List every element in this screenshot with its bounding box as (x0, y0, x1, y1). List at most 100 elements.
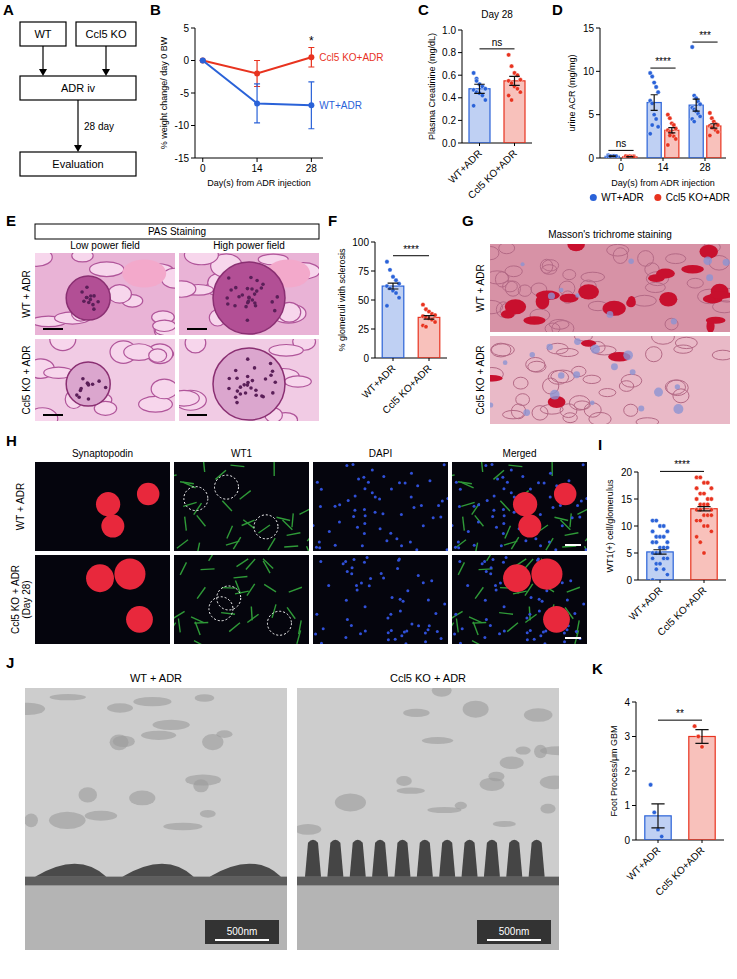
green-signal (487, 555, 494, 561)
y-tick-label: 1.0 (442, 25, 456, 36)
error-bar (474, 84, 485, 93)
nucleus (363, 561, 366, 564)
point (308, 54, 314, 60)
nucleus (399, 610, 402, 613)
organelle (25, 813, 38, 827)
nucleus (85, 296, 89, 300)
nucleus (437, 504, 440, 507)
nucleus (390, 488, 393, 491)
data-point (658, 562, 662, 566)
nucleus (225, 296, 229, 300)
image-background (490, 244, 730, 332)
x-axis-title: Day(s) from ADR injection (207, 178, 311, 188)
nucleus (345, 464, 348, 467)
data-point (665, 545, 669, 549)
nucleus (352, 515, 355, 518)
bracket (393, 255, 429, 256)
nucleus (434, 612, 437, 615)
green-signal (499, 613, 513, 615)
green-signal (236, 559, 248, 567)
tubule (666, 254, 686, 264)
column-head: DAPI (369, 448, 392, 459)
nucleus (452, 524, 454, 527)
x-tick (705, 158, 706, 161)
nucleus (85, 296, 89, 300)
nucleus (485, 618, 488, 621)
foot-process (122, 864, 193, 877)
organelle (195, 694, 215, 702)
fluorescence-image (452, 462, 587, 551)
tubule (687, 278, 703, 288)
y-tick (634, 526, 638, 527)
box-label: Evaluation (52, 158, 103, 170)
nucleus (569, 579, 572, 582)
bar-chart: Day 280.00.20.40.60.81.0Plasma Creatinin… (427, 9, 532, 201)
tubule (673, 389, 689, 403)
cast (706, 317, 726, 324)
nucleus (242, 383, 246, 387)
nucleus (354, 495, 357, 498)
organelle (493, 821, 516, 827)
y-tick (458, 120, 462, 121)
organelle (335, 793, 366, 811)
scale-bar (187, 328, 207, 330)
error-bar (710, 124, 717, 128)
nucleus (233, 304, 237, 308)
y-tick (191, 93, 195, 94)
nucleus (361, 544, 364, 547)
green-signal (177, 540, 188, 548)
tubule (513, 377, 528, 389)
green-signal (458, 482, 472, 484)
nucleus (352, 463, 355, 466)
nucleus (226, 302, 230, 306)
row-label: WT + ADR (15, 483, 26, 530)
tubule (633, 295, 657, 306)
nucleus (417, 574, 420, 577)
x-tick (479, 143, 480, 146)
collagen (675, 384, 680, 389)
cast (628, 296, 636, 306)
nucleus (374, 496, 377, 499)
tubule (556, 348, 578, 356)
data-point (654, 518, 658, 522)
pas-image (35, 339, 175, 421)
column-head: Merged (503, 448, 537, 459)
tubule (490, 247, 499, 260)
nucleus (486, 499, 489, 502)
nucleus (371, 491, 374, 494)
nucleus (344, 560, 347, 563)
nucleus (273, 309, 277, 313)
green-signal (475, 587, 483, 598)
cast (122, 260, 166, 288)
tubule (675, 337, 697, 348)
data-point (648, 132, 652, 136)
y-tick (371, 358, 375, 359)
organelle (25, 703, 45, 715)
nucleus (530, 596, 533, 599)
nucleus (387, 631, 390, 634)
collagen (523, 409, 530, 416)
nucleus (400, 544, 403, 547)
header-box (35, 224, 319, 239)
nucleus (484, 464, 487, 467)
box-label: ADR iv (61, 82, 96, 94)
data-point (421, 302, 425, 306)
image-background (452, 462, 587, 551)
nucleus (246, 375, 250, 379)
x-tick-label: 14 (657, 162, 669, 173)
nucleus (576, 504, 579, 507)
bar (691, 509, 717, 580)
error-bar (308, 82, 314, 129)
nucleus (473, 505, 476, 508)
box-label: WT (34, 28, 51, 40)
panel-letter: D (552, 1, 563, 18)
nucleus (502, 532, 505, 535)
green-signal (507, 623, 518, 632)
nucleus (366, 556, 369, 559)
error-bar (609, 155, 616, 157)
collagen (559, 288, 564, 293)
y-tick (596, 158, 600, 159)
panel-letter: C (418, 1, 429, 18)
organelle (524, 708, 553, 722)
data-point (654, 567, 658, 571)
